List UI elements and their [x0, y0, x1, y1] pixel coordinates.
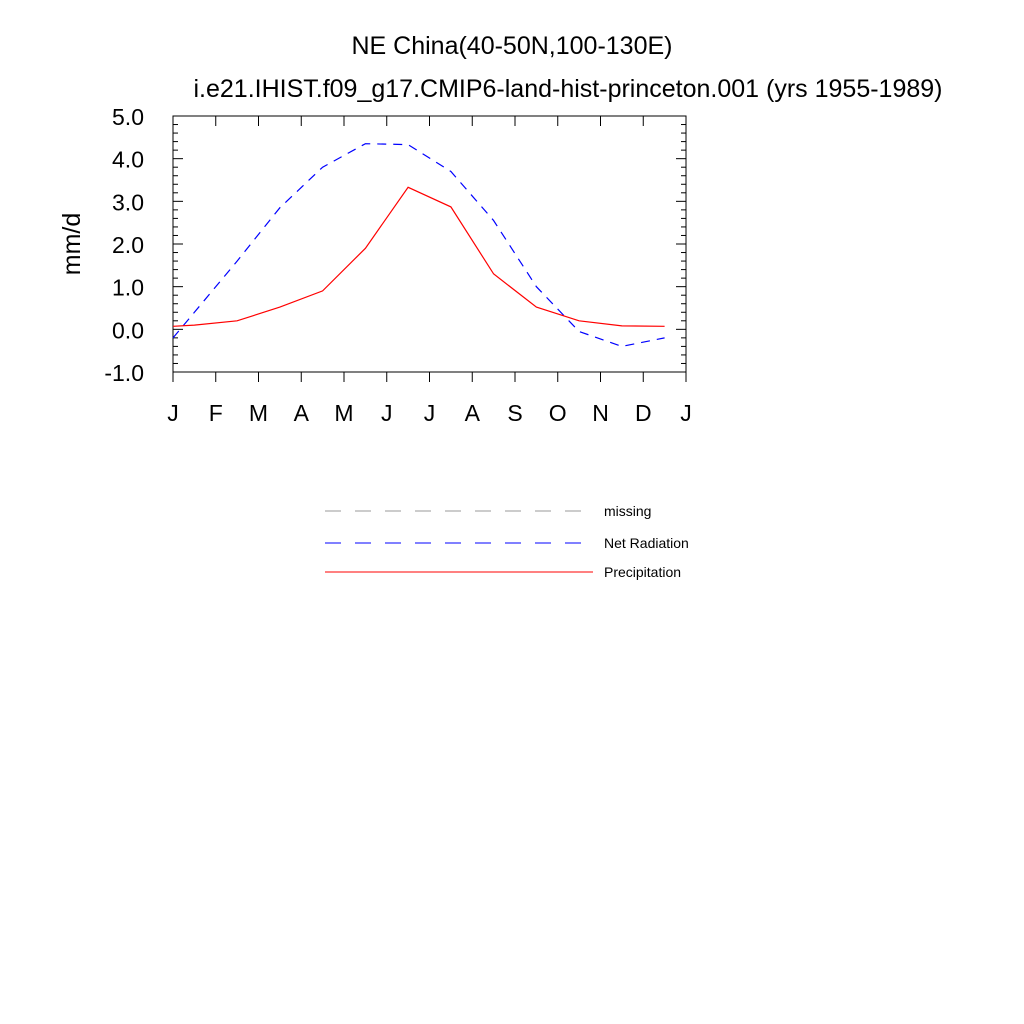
- x-tick-label: M: [334, 400, 353, 426]
- y-tick-label: 5.0: [112, 104, 144, 130]
- x-tick-label: M: [249, 400, 268, 426]
- chart-title: NE China(40-50N,100-130E): [351, 32, 672, 60]
- y-tick-label: 3.0: [112, 189, 144, 215]
- x-tick-label: J: [680, 400, 692, 426]
- chart-subtitle: i.e21.IHIST.f09_g17.CMIP6-land-hist-prin…: [193, 75, 942, 103]
- x-tick-label: A: [465, 400, 481, 426]
- y-tick-label: 2.0: [112, 232, 144, 258]
- y-tick-label: 4.0: [112, 147, 144, 173]
- series-lines: [172, 143, 665, 348]
- y-tick-labels: 5.0 4.0 3.0 2.0 1.0 0.0 -1.0: [104, 104, 144, 386]
- x-tick-label: J: [167, 400, 179, 426]
- x-tick-label: F: [209, 400, 223, 426]
- series-line-net-radiation: [172, 143, 665, 348]
- y-tick-label: -1.0: [104, 360, 144, 386]
- y-tick-label: 0.0: [112, 317, 144, 343]
- y-axis-label: mm/d: [58, 213, 86, 276]
- legend-label: Precipitation: [604, 564, 681, 580]
- x-tick-label: A: [294, 400, 310, 426]
- x-tick-label: N: [592, 400, 609, 426]
- x-tick-label: S: [507, 400, 522, 426]
- x-tick-label: J: [424, 400, 436, 426]
- legend-label: Net Radiation: [604, 535, 689, 551]
- plot-frame: [172, 115, 687, 373]
- x-tick-label: D: [635, 400, 652, 426]
- axis-ticks: [172, 115, 687, 382]
- legend-label: missing: [604, 503, 651, 519]
- x-tick-label: O: [549, 400, 567, 426]
- legend: missing Net Radiation Precipitation: [325, 503, 689, 580]
- series-line-precipitation: [172, 186, 665, 327]
- x-tick-label: J: [381, 400, 393, 426]
- y-tick-label: 1.0: [112, 275, 144, 301]
